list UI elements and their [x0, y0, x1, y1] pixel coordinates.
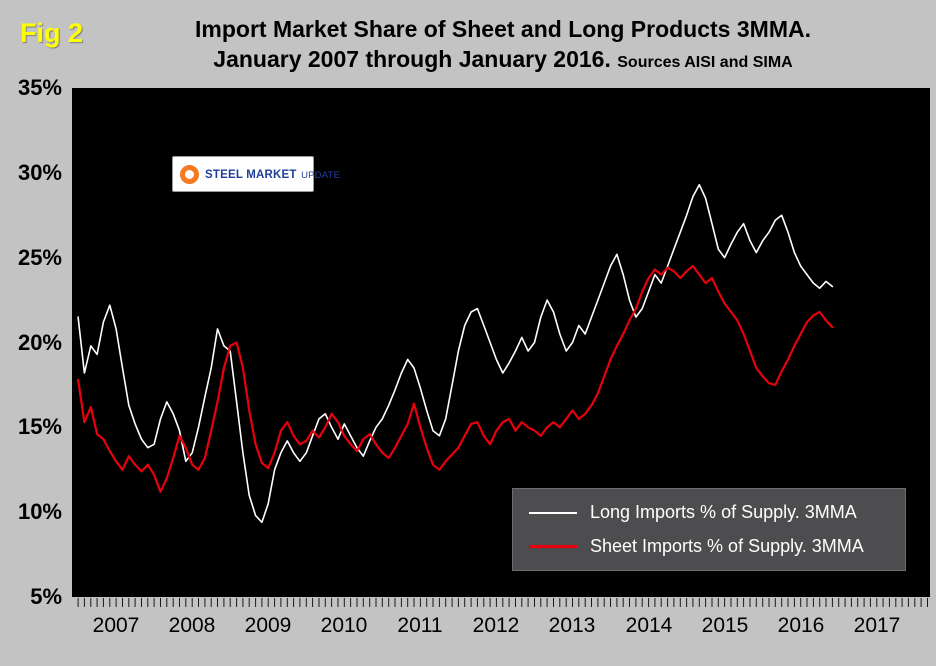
y-axis-label: 10% [17, 499, 62, 525]
chart-title-line2-text: January 2007 through January 2016. [213, 46, 611, 72]
x-axis-label: 2016 [777, 614, 825, 637]
logo-text-secondary: UPDATE [301, 170, 341, 181]
x-axis-label: 2008 [168, 614, 216, 637]
x-axis-label: 2007 [92, 614, 140, 637]
x-axis-label: 2012 [472, 614, 520, 637]
x-axis-labels: 2007 2008 2009 2010 2011 2012 2013 2014 2015 2016… [72, 614, 930, 646]
legend: Long Imports % of Supply. 3MMA Sheet Imp… [512, 488, 906, 571]
legend-label-sheet: Sheet Imports % of Supply. 3MMA [590, 536, 864, 556]
x-axis-label: 2010 [320, 614, 368, 637]
smu-globe-icon [180, 164, 199, 184]
figure-label: Fig 2 [20, 18, 84, 48]
chart-title-line1: Import Market Share of Sheet and Long Pr… [195, 16, 811, 42]
plot-area: STEEL MARKET UPDATE Long Imports % of Su… [72, 88, 930, 597]
long-line-sample [529, 511, 577, 514]
x-axis-tick-strip [72, 597, 930, 609]
y-axis-label: 35% [17, 75, 62, 100]
x-axis-label: 2014 [625, 614, 673, 637]
x-axis-label: 2013 [548, 614, 596, 637]
y-axis-label: 25% [17, 244, 62, 270]
y-axis-label: 5% [30, 584, 62, 609]
x-axis-label: 2017 [853, 614, 901, 637]
y-axis-label: 15% [17, 414, 62, 440]
chart-sources-note: Sources AISI and SIMA [617, 54, 793, 71]
logo-text-primary: STEEL MARKET [205, 169, 297, 181]
x-axis-label: 2009 [244, 614, 292, 637]
month-ticks-canvas [77, 598, 928, 607]
legend-label-long: Long Imports % of Supply. 3MMA [590, 502, 857, 522]
logo-text: STEEL MARKET UPDATE [205, 166, 340, 182]
y-axis: 35% 30% 25% 20% 15% 10% 5% [0, 75, 64, 609]
y-axis-label: 30% [17, 159, 62, 185]
sheet-line-sample [529, 545, 577, 548]
series-line-long [77, 183, 834, 524]
chart-title-line2: January 2007 through January 2016. Sourc… [80, 44, 926, 78]
legend-item-sheet: Sheet Imports % of Supply. 3MMA [529, 536, 889, 557]
chart-title: Import Market Share of Sheet and Long Pr… [80, 14, 926, 78]
steel-market-update-logo: STEEL MARKET UPDATE [172, 156, 340, 192]
series-canvas [76, 183, 834, 524]
series-line-sheet [76, 265, 834, 493]
y-axis-label: 20% [17, 329, 62, 355]
legend-item-long: Long Imports % of Supply. 3MMA [529, 502, 889, 523]
x-axis-label: 2011 [397, 614, 443, 637]
x-axis-label: 2015 [701, 614, 749, 637]
